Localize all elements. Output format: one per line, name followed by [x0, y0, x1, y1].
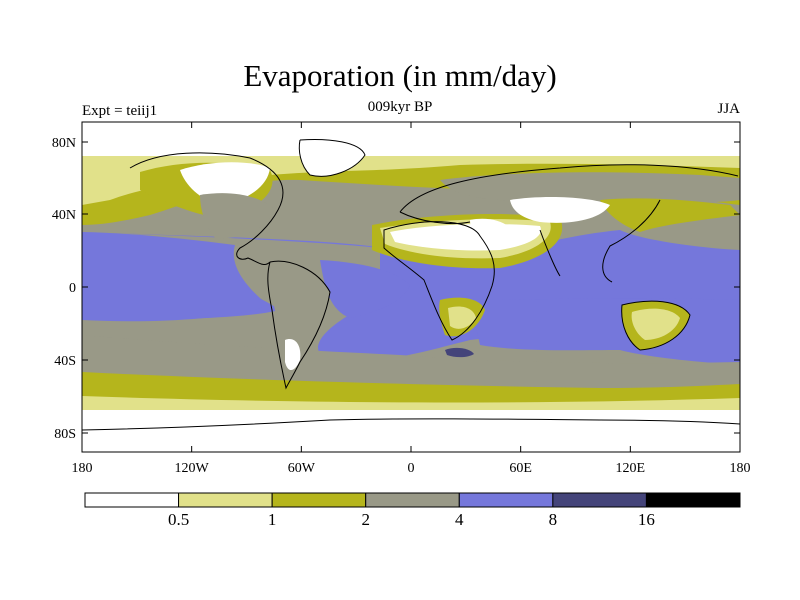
lon-tick-label: 180	[72, 461, 93, 476]
field-1-2-southern	[82, 372, 740, 407]
coastlines	[82, 139, 740, 431]
field-south-america-2-4	[270, 261, 330, 360]
lon-tick-label: 0	[408, 461, 415, 476]
colorbar-label: 16	[638, 510, 655, 529]
lat-tick-label: 80S	[54, 427, 76, 442]
lat-tick-label: 40S	[54, 354, 76, 369]
colorbar-label: 2	[361, 510, 370, 529]
coast-eurasia	[399, 164, 739, 283]
field-north-america-2-4	[200, 193, 275, 239]
colorbar-label: 8	[549, 510, 558, 529]
field-southern-africa-dry	[448, 306, 476, 329]
coast-south-america	[267, 260, 331, 390]
field-8-16-patch	[445, 347, 474, 358]
field-2-4-southern	[82, 335, 740, 393]
map-subtitle: 009kyr BP	[367, 99, 433, 115]
field-australia-0-5-1	[631, 308, 680, 340]
coast-antarctica	[82, 418, 740, 431]
field-central-asia-dry	[510, 197, 610, 223]
field-4-8-tropics	[82, 230, 740, 362]
colorbar-swatch	[365, 492, 460, 508]
colorbar-swatch	[178, 492, 273, 508]
map-plot-area	[82, 122, 740, 452]
colorbar-swatch	[645, 492, 741, 508]
colorbar-swatch	[552, 492, 647, 508]
colorbar-label: 4	[455, 510, 464, 529]
field-east-asia-1-2	[600, 198, 740, 232]
lon-tick-label: 180	[730, 461, 751, 476]
colorbar-label: 1	[268, 510, 277, 529]
map-title: Evaporation (in mm/day)	[243, 58, 557, 93]
field-arabia-dry	[470, 218, 515, 251]
lon-tick-label: 60E	[509, 461, 532, 476]
field-4-8-eq-pacific	[82, 232, 268, 322]
coast-north-america	[129, 152, 284, 265]
lon-tick-label: 120W	[175, 461, 210, 476]
field-0-5-1-southern	[82, 396, 740, 414]
field-north-america-dry	[180, 162, 270, 205]
lon-tick-label: 60W	[288, 461, 316, 476]
colorbar-swatch	[458, 492, 554, 508]
field-patagonia-dry	[285, 339, 301, 371]
map-axes: 180 120W 60W 0 60E 120E 180 80N 40N 0 40S 80S	[52, 122, 751, 476]
colorbar-swatch	[84, 492, 180, 508]
coast-greenland	[298, 139, 366, 177]
colorbar-swatch	[271, 492, 367, 508]
coast-africa	[383, 221, 495, 341]
lon-tick-label: 120E	[616, 461, 646, 476]
lat-tick-label: 40N	[52, 208, 76, 223]
field-greenland	[299, 139, 365, 177]
colorbar-label: 0.5	[168, 510, 189, 529]
experiment-label: Expt = teiij1	[82, 103, 158, 119]
field-0-5-1-north	[82, 140, 740, 205]
field-antarctica	[82, 410, 740, 452]
season-label: JJA	[717, 101, 740, 117]
coast-australia	[621, 300, 691, 351]
lat-tick-label: 0	[69, 281, 76, 296]
lat-tick-label: 80N	[52, 136, 76, 151]
colorbar: 0.5 1 2 4 8 16	[84, 492, 741, 529]
field-4-8-atlantic	[320, 260, 410, 318]
